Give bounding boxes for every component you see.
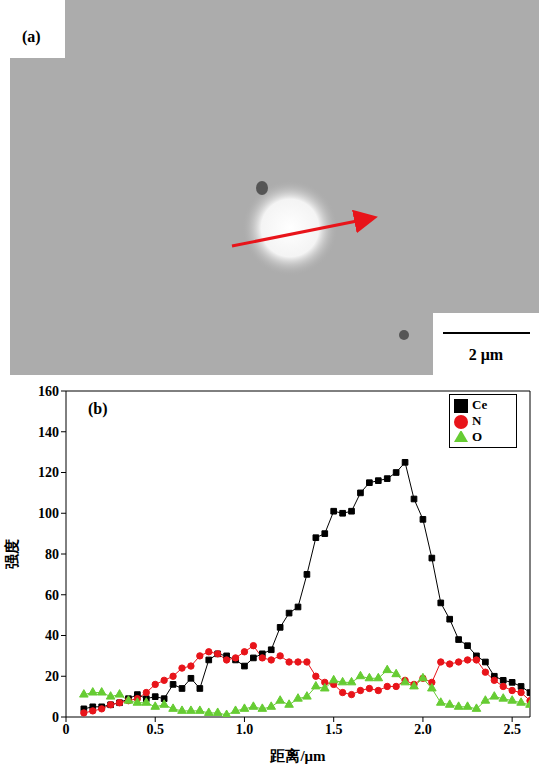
svg-text:0: 0	[63, 722, 70, 737]
svg-text:160: 160	[38, 384, 59, 399]
html-text:(b): (b)	[88, 400, 108, 417]
svg-text:2.5: 2.5	[503, 722, 521, 737]
svg-text:20: 20	[45, 669, 59, 684]
svg-text:100: 100	[38, 506, 59, 521]
svg-text:距离/μm: 距离/μm	[269, 747, 326, 764]
svg-text:0: 0	[52, 710, 59, 725]
svg-text:120: 120	[38, 465, 59, 480]
svg-text:1.0: 1.0	[236, 722, 254, 737]
svg-text:强度: 强度	[3, 539, 20, 569]
svg-text:2 μm: 2 μm	[469, 346, 504, 364]
svg-text:140: 140	[38, 425, 59, 440]
svg-text:1.5: 1.5	[325, 722, 343, 737]
svg-text:0.5: 0.5	[146, 722, 164, 737]
svg-text:80: 80	[45, 547, 59, 562]
svg-text:(a): (a)	[22, 28, 41, 46]
svg-text:60: 60	[45, 588, 59, 603]
html-text:O: O	[472, 429, 483, 444]
svg-text:40: 40	[45, 628, 59, 643]
html-text:Ce: Ce	[472, 397, 488, 412]
html-text:N: N	[472, 413, 482, 428]
svg-text:2.0: 2.0	[414, 722, 432, 737]
